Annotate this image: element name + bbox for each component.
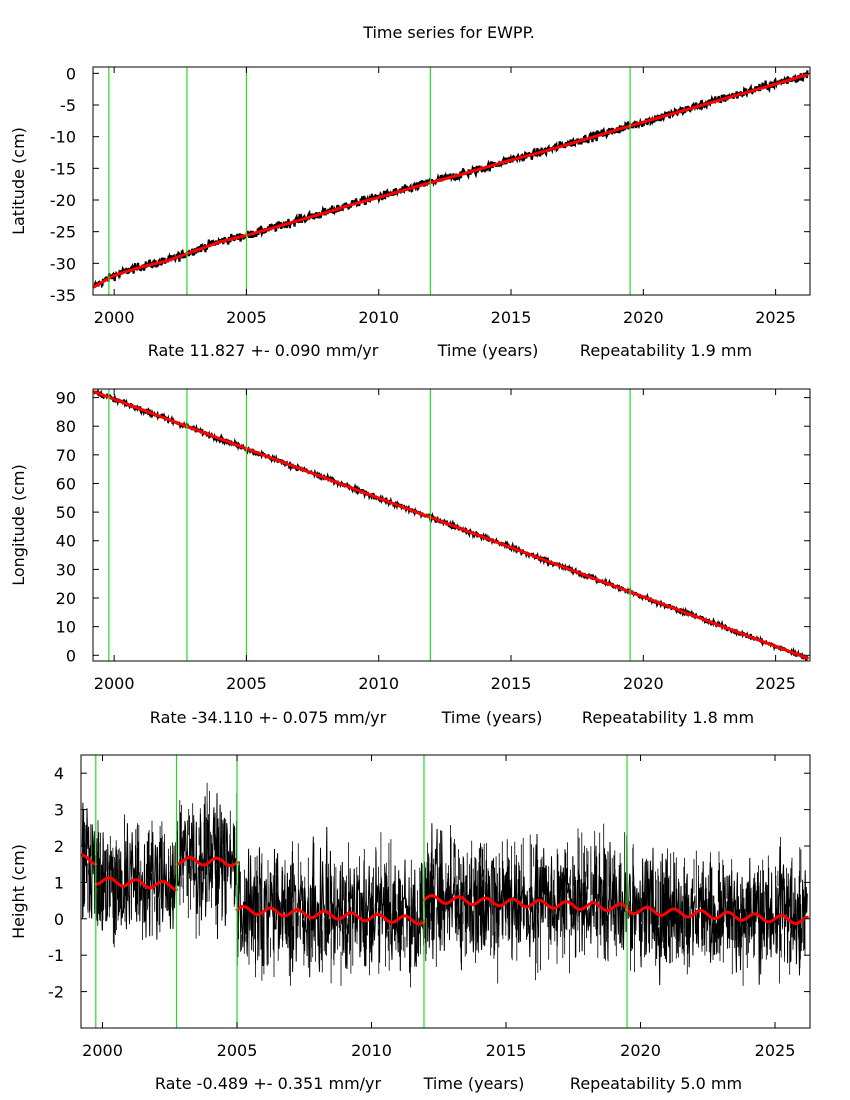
- y-tick-label: 4: [54, 764, 64, 783]
- y-tick-label: 60: [56, 474, 76, 493]
- y-axis-label: Latitude (cm): [9, 127, 28, 235]
- y-axis-label: Longitude (cm): [9, 464, 28, 586]
- x-tick-label: 2005: [226, 674, 267, 693]
- latitude-panel: 2000 2005 2010 2015 2020 2025 0 -5 -10 -15 -20 -25 -…: [9, 64, 811, 360]
- y-axis-label: Height (cm): [9, 844, 28, 939]
- rate-caption: Rate -34.110 +- 0.075 mm/yr: [150, 708, 387, 727]
- repeatability-caption: Repeatability 1.9 mm: [580, 341, 752, 360]
- plot-frame: [80, 754, 811, 1029]
- y-tick-label: -1: [48, 946, 64, 965]
- error-bars: [82, 782, 806, 988]
- model-segment: [94, 876, 178, 892]
- plot-frame: [92, 66, 811, 296]
- y-tick-label: -25: [50, 223, 76, 242]
- x-tick-label: 2020: [623, 308, 664, 327]
- figure-title: Time series for EWPP.: [362, 23, 535, 42]
- x-tick-label: 2005: [217, 1041, 258, 1060]
- x-tick-label: 2015: [491, 674, 532, 693]
- rate-caption: Rate -0.489 +- 0.351 mm/yr: [155, 1074, 382, 1093]
- y-tick-label: 2: [54, 837, 64, 856]
- y-tick-label: -2: [48, 983, 64, 1002]
- x-tick-label: 2005: [226, 308, 267, 327]
- y-tick-label: 40: [56, 532, 76, 551]
- x-tick-label: 2010: [358, 308, 399, 327]
- x-axis-label: Time (years): [423, 1074, 525, 1093]
- height-panel: 2000 2005 2010 2015 2020 2025 4 3 2 1 0 -1 -2 Height …: [9, 754, 811, 1093]
- y-tick-label: 1: [54, 873, 64, 892]
- x-tick-label: 2000: [82, 1041, 123, 1060]
- x-tick-label: 2000: [94, 308, 135, 327]
- model-segment: [175, 855, 239, 868]
- x-tick-label: 2000: [94, 674, 135, 693]
- model-segment: [625, 905, 809, 925]
- model-line: [93, 390, 809, 660]
- y-tick-label: 10: [56, 618, 76, 637]
- x-tick-label: 2025: [755, 308, 796, 327]
- model-segment: [422, 894, 629, 913]
- repeatability-caption: Repeatability 1.8 mm: [582, 708, 754, 727]
- plot-frame: [92, 388, 811, 662]
- repeatability-caption: Repeatability 5.0 mm: [570, 1074, 742, 1093]
- x-tick-label: 2015: [486, 1041, 527, 1060]
- rate-caption: Rate 11.827 +- 0.090 mm/yr: [148, 341, 379, 360]
- y-tick-label: 0: [66, 64, 76, 83]
- y-tick-label: 90: [56, 389, 76, 408]
- x-axis-label: Time (years): [441, 708, 543, 727]
- x-tick-label: 2010: [358, 674, 399, 693]
- longitude-panel: 2000 2005 2010 2015 2020 20259080706050403020…: [9, 388, 811, 727]
- y-tick-label: 20: [56, 589, 76, 608]
- y-tick-label: -15: [50, 159, 76, 178]
- x-tick-label: 2015: [491, 308, 532, 327]
- y-tick-label: -5: [60, 96, 76, 115]
- x-tick-label: 2020: [623, 674, 664, 693]
- x-tick-label: 2025: [755, 1041, 796, 1060]
- y-tick-label: -20: [50, 191, 76, 210]
- y-tick-label: 50: [56, 503, 76, 522]
- y-tick-label: 70: [56, 446, 76, 465]
- x-axis-label: Time (years): [437, 341, 539, 360]
- y-tick-label: -30: [50, 254, 76, 273]
- y-tick-label: 0: [54, 910, 64, 929]
- x-tick-label: 2020: [620, 1041, 661, 1060]
- y-tick-label: 80: [56, 417, 76, 436]
- model-line: [93, 73, 809, 289]
- y-tick-label: 0: [66, 646, 76, 665]
- x-tick-label: 2010: [351, 1041, 392, 1060]
- model-segment: [235, 904, 426, 926]
- y-tick-label: -35: [50, 286, 76, 305]
- x-tick-label: 2025: [755, 674, 796, 693]
- y-tick-label: -10: [50, 128, 76, 147]
- model-segment: [81, 853, 98, 866]
- y-tick-label: 30: [56, 560, 76, 579]
- y-tick-label: 3: [54, 801, 64, 820]
